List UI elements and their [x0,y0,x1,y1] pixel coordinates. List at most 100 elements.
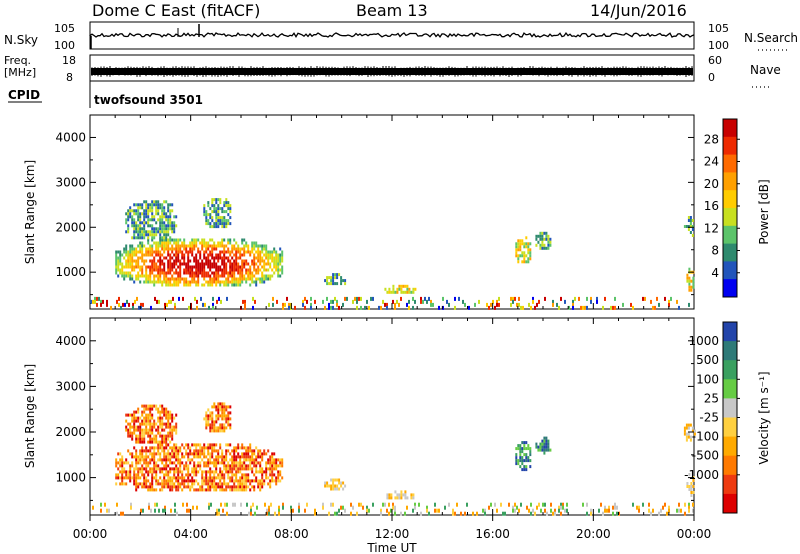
data-cell [191,485,194,489]
data-cell [161,446,164,450]
data-cell [145,233,148,237]
data-cell [560,502,562,507]
data-cell [231,455,234,459]
data-cell [545,436,548,440]
data-cell [436,508,438,513]
data-cell [201,268,204,272]
data-cell [165,425,168,429]
data-cell [153,227,156,231]
data-cell [115,482,118,486]
data-cell [231,247,234,251]
data-cell [233,259,236,263]
data-cell [193,461,196,465]
data-cell [685,435,688,439]
data-cell [688,279,691,283]
data-cell [502,511,504,516]
data-cell [125,250,128,254]
data-cell [227,204,230,208]
data-cell [203,253,206,257]
data-cell [268,302,270,307]
data-cell [218,296,220,301]
data-cell [253,262,256,266]
data-cell [129,431,132,435]
data-cell [207,241,210,245]
data-cell [163,262,166,266]
data-cell [226,502,228,507]
data-cell [171,467,174,471]
data-cell [201,271,204,275]
data-cell [328,302,330,307]
data-cell [153,467,156,471]
data-cell [145,428,148,432]
data-cell [133,280,136,284]
data-cell [261,274,264,278]
data-cell [249,482,252,486]
data-cell [119,482,122,486]
data-cell [529,453,532,457]
data-cell [271,253,274,257]
data-cell [245,250,248,254]
data-cell [227,201,230,205]
data-cell [370,296,372,301]
data-cell [175,422,178,426]
data-cell [167,479,170,483]
data-cell [173,446,176,450]
data-cell [279,247,282,251]
data-cell [235,485,238,489]
data-cell [338,273,341,277]
data-cell [211,479,214,483]
data-cell [253,458,256,462]
data-cell [127,431,130,435]
data-cell [173,262,176,266]
data-cell [229,274,232,278]
data-cell [153,476,156,480]
data-cell [223,247,226,251]
data-cell [141,271,144,275]
data-cell [137,262,140,266]
data-cell [692,479,695,482]
data-cell [183,277,186,281]
data-cell [350,511,352,516]
data-cell [273,259,276,263]
data-cell [523,242,526,246]
data-cell [205,210,208,214]
data-cell [179,271,182,275]
data-cell [150,305,152,310]
data-cell [517,254,520,258]
data-cell [161,488,164,492]
data-cell [213,464,216,468]
data-cell [245,262,248,266]
data-cell [221,449,224,453]
data-cell [165,227,168,231]
data-cell [189,274,192,278]
data-cell [271,479,274,483]
data-cell [193,247,196,251]
data-cell [248,511,250,516]
data-cell [688,508,690,513]
y-tick-label: 3000 [55,175,86,189]
data-cell [135,434,138,438]
data-cell [197,238,200,242]
data-cell [119,256,122,260]
data-cell [390,508,392,513]
data-cell [133,413,136,417]
data-cell [213,274,216,278]
data-cell [131,413,134,417]
data-cell [227,464,230,468]
data-cell [145,467,148,471]
data-cell [203,449,206,453]
data-cell [390,290,393,294]
data-cell [159,268,162,272]
data-cell [181,262,184,266]
data-cell [668,505,670,510]
data-cell [187,485,190,489]
data-cell [406,302,408,307]
data-cell [426,505,428,510]
data-cell [175,280,178,284]
data-cell [547,234,550,238]
data-cell [239,479,242,483]
data-cell [143,461,146,465]
data-cell [225,219,228,223]
data-cell [167,271,170,275]
